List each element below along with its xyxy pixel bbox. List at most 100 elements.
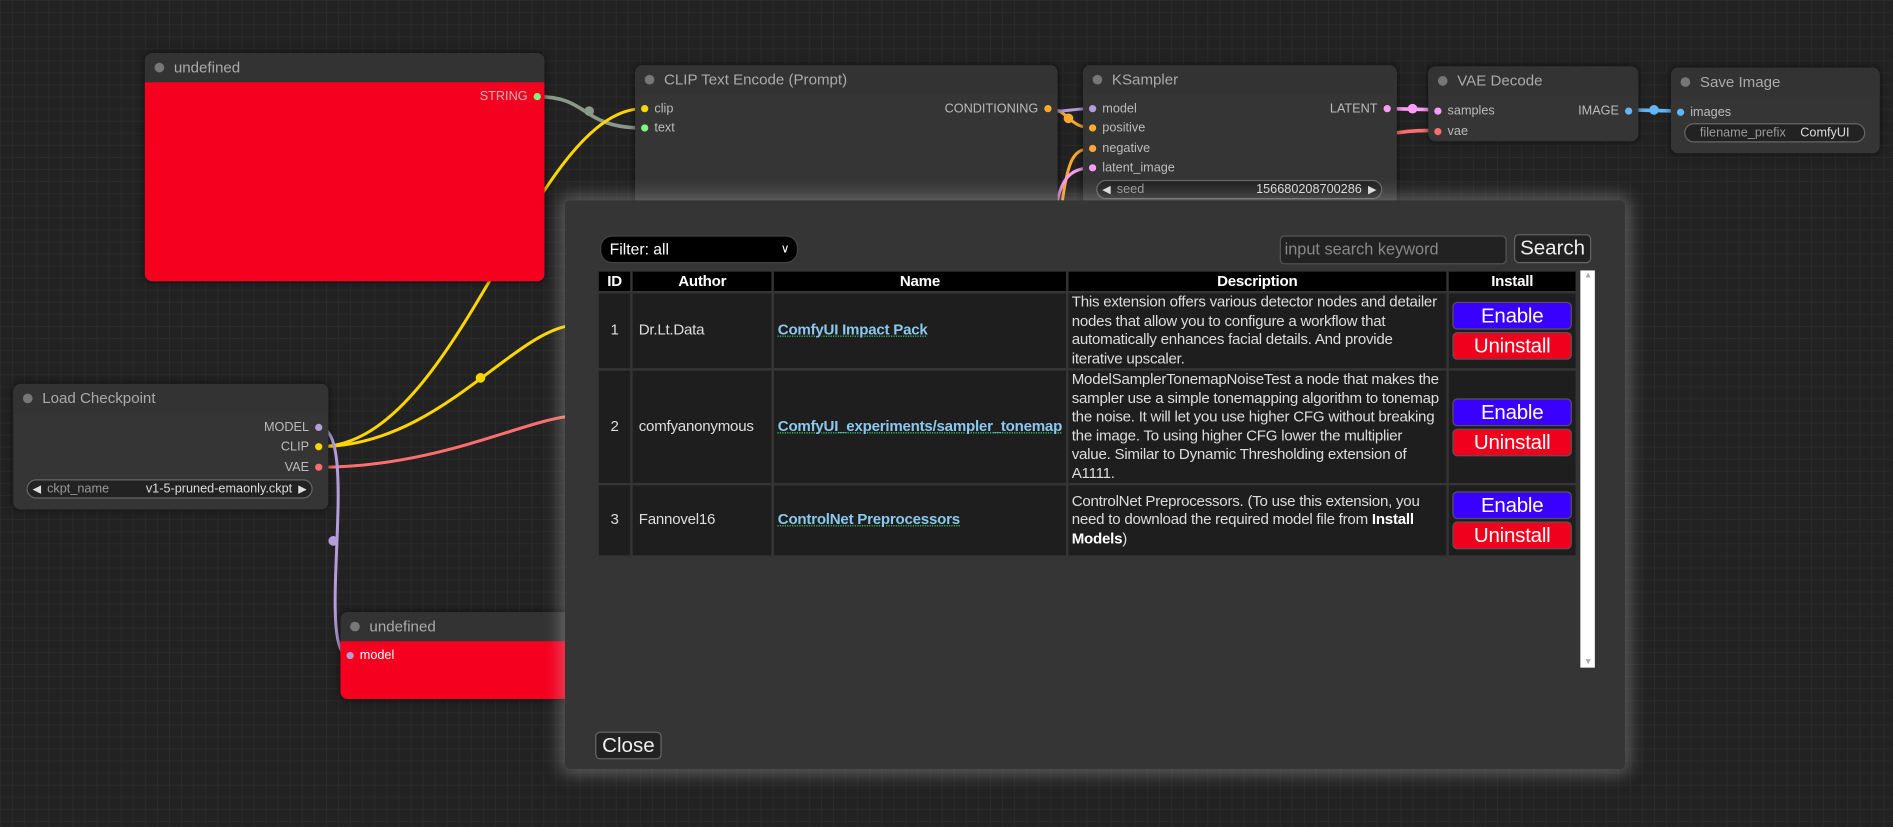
- row-author: Fannovel16: [630, 482, 775, 558]
- input-model[interactable]: model: [1083, 101, 1137, 116]
- wire-clip-2: [318, 324, 568, 449]
- row-name-link[interactable]: ComfyUI Impact Pack: [771, 290, 1069, 371]
- table-row: 2 comfyanonymous ComfyUI_experiments/sam…: [596, 368, 1578, 486]
- load-checkpoint-node[interactable]: Load Checkpoint MODEL CLIP VAE ◀ ckpt_nam…: [13, 383, 329, 510]
- node-title: KSampler: [1082, 65, 1397, 95]
- column-author: Author: [630, 271, 775, 294]
- node-title: VAE Decode: [1428, 66, 1639, 96]
- slot-dot-icon: [641, 105, 649, 113]
- output-model[interactable]: MODEL: [264, 420, 328, 435]
- table-header: ID Author Name Description Install: [596, 271, 1578, 294]
- save-image-node[interactable]: Save Image images filename_prefix ComfyUI: [1670, 67, 1880, 154]
- output-latent[interactable]: LATENT: [1330, 101, 1397, 116]
- row-id: 3: [596, 482, 633, 558]
- output-vae[interactable]: VAE: [285, 460, 329, 474]
- input-positive[interactable]: positive: [1083, 121, 1145, 135]
- node-error-body: [340, 641, 582, 700]
- slot-dot-icon: [1676, 108, 1685, 117]
- search-input[interactable]: input search keyword: [1279, 235, 1507, 265]
- wire-midpoint: [584, 106, 594, 116]
- ckpt-name-widget[interactable]: ◀ ckpt_name v1-5-pruned-emaonly.ckpt ▶: [26, 479, 313, 499]
- slot-dot-icon: [1434, 128, 1442, 136]
- slot-dot-icon: [533, 93, 541, 101]
- seed-widget[interactable]: ◀ seed 156680208700286 ▶: [1096, 179, 1383, 200]
- node-title: Load Checkpoint: [13, 383, 329, 413]
- slot-dot-icon: [346, 652, 354, 660]
- filter-select[interactable]: Filter: all ∨: [600, 235, 799, 264]
- custom-nodes-manager-dialog: Filter: all ∨ input search keyword Search…: [565, 200, 1626, 770]
- slot-dot-icon: [315, 443, 323, 451]
- undefined-node-top[interactable]: undefined STRING: [144, 53, 545, 282]
- input-samples[interactable]: samples: [1428, 104, 1495, 118]
- slot-dot-icon: [641, 124, 649, 132]
- output-string[interactable]: STRING: [480, 89, 541, 104]
- scroll-up-icon[interactable]: ▲: [1583, 271, 1593, 281]
- row-id: 1: [596, 290, 633, 371]
- chevron-down-icon: ∨: [780, 242, 790, 256]
- search-button[interactable]: Search: [1513, 234, 1592, 264]
- slot-dot-icon: [1625, 107, 1633, 115]
- uninstall-button[interactable]: Uninstall: [1452, 521, 1572, 550]
- install-models-link[interactable]: Install Models: [1071, 510, 1414, 547]
- node-error-body: [144, 82, 545, 282]
- enable-button[interactable]: Enable: [1452, 491, 1572, 520]
- wire-vae: [318, 415, 568, 469]
- filename-prefix-widget[interactable]: filename_prefix ComfyUI: [1684, 123, 1866, 143]
- close-button[interactable]: Close: [595, 731, 662, 760]
- slot-dot-icon: [1044, 105, 1052, 113]
- input-vae[interactable]: vae: [1428, 124, 1468, 139]
- output-image[interactable]: IMAGE: [1578, 104, 1638, 118]
- slot-dot-icon: [1088, 124, 1097, 132]
- row-author: comfyanonymous: [630, 368, 775, 486]
- column-id: ID: [596, 271, 633, 294]
- slot-dot-icon: [1383, 105, 1391, 113]
- row-install: Enable Uninstall: [1446, 482, 1578, 558]
- extensions-table: ID Author Name Description Install 1 Dr.…: [596, 271, 1578, 558]
- row-name-link[interactable]: ControlNet Preprocessors: [771, 482, 1069, 558]
- slot-dot-icon: [1088, 105, 1097, 113]
- input-latent-image[interactable]: latent_image: [1083, 161, 1175, 175]
- table-row: 3 Fannovel16 ControlNet Preprocessors Co…: [596, 482, 1578, 558]
- row-id: 2: [596, 368, 633, 486]
- node-title: undefined: [340, 612, 582, 642]
- row-name-link[interactable]: ComfyUI_experiments/sampler_tonemap: [771, 368, 1069, 486]
- column-description: Description: [1065, 271, 1449, 294]
- slot-dot-icon: [1088, 145, 1097, 153]
- arrow-left-icon[interactable]: ◀: [1102, 183, 1111, 196]
- enable-button[interactable]: Enable: [1452, 397, 1572, 426]
- slot-dot-icon: [1088, 164, 1097, 172]
- node-title: CLIP Text Encode (Prompt): [635, 65, 1058, 95]
- row-install: Enable Uninstall: [1446, 368, 1578, 486]
- output-conditioning[interactable]: CONDITIONING: [945, 101, 1058, 116]
- wire-midpoint: [328, 536, 339, 546]
- undefined-node-bottom[interactable]: undefined model: [340, 612, 582, 700]
- column-install: Install: [1446, 271, 1578, 294]
- row-description: ModelSamplerTonemapNoiseTest a node that…: [1065, 368, 1449, 486]
- column-name: Name: [771, 271, 1069, 294]
- row-install: Enable Uninstall: [1446, 290, 1578, 371]
- input-negative[interactable]: negative: [1083, 141, 1150, 156]
- uninstall-button[interactable]: Uninstall: [1452, 332, 1572, 360]
- input-images[interactable]: images: [1671, 105, 1731, 120]
- uninstall-button[interactable]: Uninstall: [1452, 427, 1572, 456]
- row-description: This extension offers various detector n…: [1065, 290, 1449, 371]
- arrow-left-icon[interactable]: ◀: [32, 482, 41, 495]
- node-title: Save Image: [1670, 67, 1880, 97]
- node-title: undefined: [144, 53, 545, 83]
- input-text[interactable]: text: [635, 121, 675, 135]
- wire-midpoint: [475, 373, 486, 383]
- arrow-right-icon[interactable]: ▶: [298, 482, 307, 495]
- scroll-down-icon[interactable]: ▼: [1583, 657, 1593, 667]
- slot-dot-icon: [315, 424, 323, 432]
- table-scrollbar[interactable]: ▲ ▼: [1580, 270, 1595, 668]
- input-clip[interactable]: clip: [635, 101, 673, 116]
- table-row: 1 Dr.Lt.Data ComfyUI Impact Pack This ex…: [596, 290, 1578, 371]
- slot-dot-icon: [315, 463, 323, 472]
- enable-button[interactable]: Enable: [1452, 301, 1572, 330]
- row-description: ControlNet Preprocessors. (To use this e…: [1065, 482, 1449, 558]
- output-clip[interactable]: CLIP: [281, 439, 328, 454]
- vae-decode-node[interactable]: VAE Decode samples vae IMAGE: [1428, 66, 1639, 142]
- arrow-right-icon[interactable]: ▶: [1367, 183, 1377, 196]
- input-model[interactable]: model: [340, 648, 394, 663]
